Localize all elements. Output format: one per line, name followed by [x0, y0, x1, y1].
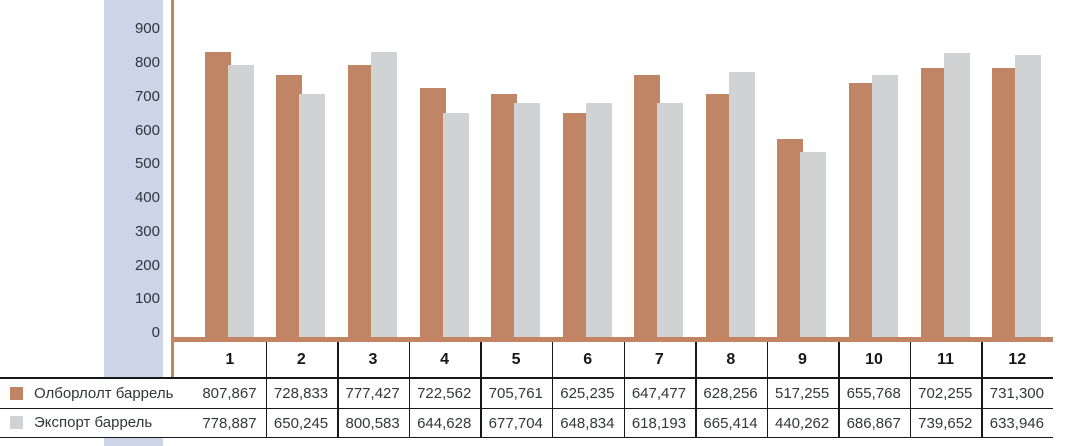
table-value-r1-m7[interactable]: 647,477: [631, 384, 687, 402]
table-value-r1-m9[interactable]: 517,255: [775, 384, 830, 402]
table-value-r2-m11[interactable]: 739,652: [918, 414, 973, 432]
bar-export-m11[interactable]: [943, 52, 970, 337]
table-value-r2-m8[interactable]: 665,414: [703, 414, 758, 432]
bar-export-m4[interactable]: [442, 113, 469, 337]
table-value-r2-m12[interactable]: 633,946: [989, 414, 1044, 432]
month-label-11[interactable]: 11: [937, 350, 955, 368]
table-value-r1-m3[interactable]: 777,427: [345, 384, 400, 402]
bar-olborlolt-m3[interactable]: [347, 64, 374, 337]
legend-label-export: Экспорт баррель: [34, 414, 153, 431]
y-tick-label-300: 300: [134, 222, 160, 240]
bar-export-m1[interactable]: [227, 64, 254, 337]
legend-row-olborlolt[interactable]: Олборлолт баррель: [0, 379, 194, 408]
table-value-r1-m10[interactable]: 655,768: [846, 384, 901, 402]
bar-olborlolt-m5[interactable]: [491, 93, 518, 337]
column-separator-11: [981, 341, 983, 438]
bar-export-m6[interactable]: [585, 103, 612, 337]
table-value-r2-m6[interactable]: 648,834: [560, 414, 615, 432]
legend-swatch-olborlolt-icon: [10, 386, 23, 400]
table-value-r2-m4[interactable]: 644,628: [417, 414, 472, 432]
legend-label-olborlolt: Олборлолт баррель: [34, 384, 174, 402]
month-label-3[interactable]: 3: [368, 350, 378, 368]
table-border-top: [0, 377, 1053, 379]
y-tick-label-900: 900: [134, 20, 160, 38]
y-tick-label-0: 0: [151, 324, 160, 341]
y-tick-label-700: 700: [134, 87, 160, 105]
table-value-r1-m6[interactable]: 625,235: [560, 384, 615, 402]
legend-row-export[interactable]: Экспорт баррель: [0, 409, 194, 437]
month-label-5[interactable]: 5: [511, 350, 521, 368]
table-value-r2-m7[interactable]: 618,193: [631, 414, 687, 432]
highlighted-column-stripe: [104, 0, 163, 446]
table-value-r1-m4[interactable]: 722,562: [417, 384, 472, 402]
month-label-1[interactable]: 1: [225, 350, 235, 368]
y-tick-label-100: 100: [134, 290, 160, 308]
bar-olborlolt-m7[interactable]: [634, 74, 661, 337]
column-separator-3: [408, 341, 411, 438]
y-axis-line: [171, 0, 174, 377]
table-value-r1-m8[interactable]: 628,256: [703, 384, 758, 402]
bar-export-m5[interactable]: [514, 103, 541, 337]
table-value-r1-m5[interactable]: 705,761: [488, 384, 543, 402]
x-axis-line: [171, 337, 1053, 342]
y-tick-label-600: 600: [134, 121, 160, 139]
column-separator-9: [838, 341, 840, 438]
month-label-6[interactable]: 6: [583, 350, 593, 368]
column-separator-1: [265, 341, 268, 438]
column-separator-10: [909, 341, 912, 438]
legend-swatch-export-icon: [10, 416, 23, 429]
month-label-2[interactable]: 2: [296, 350, 306, 368]
bar-export-m3[interactable]: [370, 51, 397, 337]
bar-olborlolt-m11[interactable]: [920, 67, 947, 337]
bar-export-m9[interactable]: [800, 152, 827, 337]
table-value-r2-m2[interactable]: 650,245: [273, 414, 329, 432]
month-label-4[interactable]: 4: [440, 350, 449, 368]
column-separator-8: [766, 341, 769, 438]
y-tick-label-400: 400: [134, 189, 160, 207]
column-separator-2: [337, 341, 339, 438]
bar-export-m10[interactable]: [872, 75, 899, 337]
month-label-8[interactable]: 8: [726, 350, 736, 368]
table-value-r1-m11[interactable]: 702,255: [918, 384, 973, 402]
table-value-r2-m1[interactable]: 778,887: [202, 414, 257, 432]
bar-olborlolt-m2[interactable]: [276, 74, 303, 337]
bar-export-m7[interactable]: [657, 103, 684, 337]
table-value-r1-m2[interactable]: 728,833: [273, 384, 329, 402]
bar-olborlolt-m1[interactable]: [204, 51, 231, 337]
bar-olborlolt-m4[interactable]: [419, 87, 446, 337]
table-value-r2-m10[interactable]: 686,867: [846, 414, 901, 432]
column-separator-6: [623, 341, 625, 438]
month-label-10[interactable]: 10: [865, 350, 883, 368]
bar-export-m12[interactable]: [1015, 55, 1042, 337]
month-label-7[interactable]: 7: [654, 350, 664, 368]
y-tick-label-200: 200: [134, 256, 160, 274]
column-separator-7: [695, 341, 697, 438]
table-border-bottom: [0, 436, 1053, 438]
bar-olborlolt-m10[interactable]: [849, 83, 876, 337]
table-value-r1-m1[interactable]: 807,867: [202, 384, 257, 402]
y-tick-label-500: 500: [134, 155, 160, 173]
bar-olborlolt-m9[interactable]: [777, 139, 804, 337]
bar-olborlolt-m8[interactable]: [705, 93, 732, 337]
table-border-middle: [0, 407, 1053, 409]
month-label-12[interactable]: 12: [1008, 350, 1027, 368]
bar-export-m2[interactable]: [299, 93, 326, 337]
bar-olborlolt-m12[interactable]: [992, 68, 1019, 337]
table-value-r1-m12[interactable]: 731,300: [989, 384, 1044, 402]
y-tick-label-800: 800: [134, 54, 160, 72]
bar-olborlolt-m6[interactable]: [562, 113, 589, 337]
bar-export-m8[interactable]: [728, 71, 755, 337]
table-value-r2-m3[interactable]: 800,583: [345, 414, 400, 432]
column-separator-5: [551, 341, 554, 438]
month-label-9[interactable]: 9: [797, 350, 807, 368]
column-separator-4: [480, 341, 482, 438]
table-value-r2-m5[interactable]: 677,704: [488, 414, 543, 432]
table-value-r2-m9[interactable]: 440,262: [775, 414, 830, 432]
